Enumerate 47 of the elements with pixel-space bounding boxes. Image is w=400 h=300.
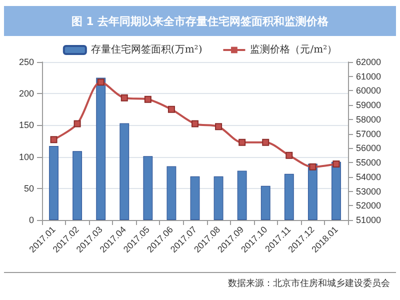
bar bbox=[260, 186, 270, 220]
bar bbox=[120, 123, 130, 220]
point bbox=[309, 163, 316, 170]
y2-tick-label: 51000 bbox=[356, 215, 382, 225]
point bbox=[192, 120, 198, 128]
point bbox=[50, 136, 58, 144]
y2-tick-label: 62000 bbox=[356, 57, 382, 67]
bar bbox=[96, 78, 106, 220]
y2-tick-label: 54000 bbox=[356, 172, 382, 182]
y2-tick-label: 57000 bbox=[356, 128, 382, 139]
y2-tick-label: 53000 bbox=[356, 186, 382, 196]
legend-label: 监测价格（元/m²） bbox=[250, 44, 338, 56]
y-tick-label: 0 bbox=[28, 215, 34, 225]
y-tick-label: 200 bbox=[18, 88, 34, 99]
y2-tick-label: 61000 bbox=[356, 71, 382, 82]
bar bbox=[143, 156, 153, 220]
bar bbox=[166, 166, 176, 220]
point bbox=[168, 106, 175, 113]
point bbox=[286, 152, 293, 159]
legend-label: 存量住宅网签面积(万m²) bbox=[90, 44, 202, 56]
bar bbox=[49, 146, 58, 220]
point bbox=[144, 96, 152, 103]
bar bbox=[332, 162, 341, 220]
y2-tick-label: 56000 bbox=[356, 143, 382, 154]
y-tick-label: 250 bbox=[18, 57, 34, 67]
bar bbox=[214, 176, 224, 220]
point bbox=[74, 120, 81, 128]
bar bbox=[190, 176, 200, 220]
y2-tick-label: 52000 bbox=[356, 200, 382, 211]
point bbox=[238, 138, 246, 146]
y2-tick-label: 59000 bbox=[356, 100, 382, 110]
y-tick-label: 150 bbox=[18, 120, 34, 130]
y2-tick-label: 60000 bbox=[356, 86, 382, 96]
y2-tick-label: 58000 bbox=[356, 114, 382, 124]
bar bbox=[72, 151, 82, 220]
point bbox=[262, 138, 270, 146]
chart-title: 图 1 去年同期以来全市存量住宅网签面积和监测价格 bbox=[4, 6, 396, 36]
point bbox=[97, 78, 104, 86]
y-tick-label: 100 bbox=[18, 152, 34, 162]
bar bbox=[237, 170, 247, 220]
source-note: 数据来源：北京市住房和城乡建设委员会 bbox=[228, 277, 390, 290]
point bbox=[332, 160, 340, 168]
y-tick-label: 50 bbox=[24, 183, 34, 194]
point bbox=[215, 123, 222, 130]
point bbox=[120, 94, 128, 102]
bar bbox=[284, 174, 294, 220]
y2-tick-label: 55000 bbox=[356, 158, 382, 168]
